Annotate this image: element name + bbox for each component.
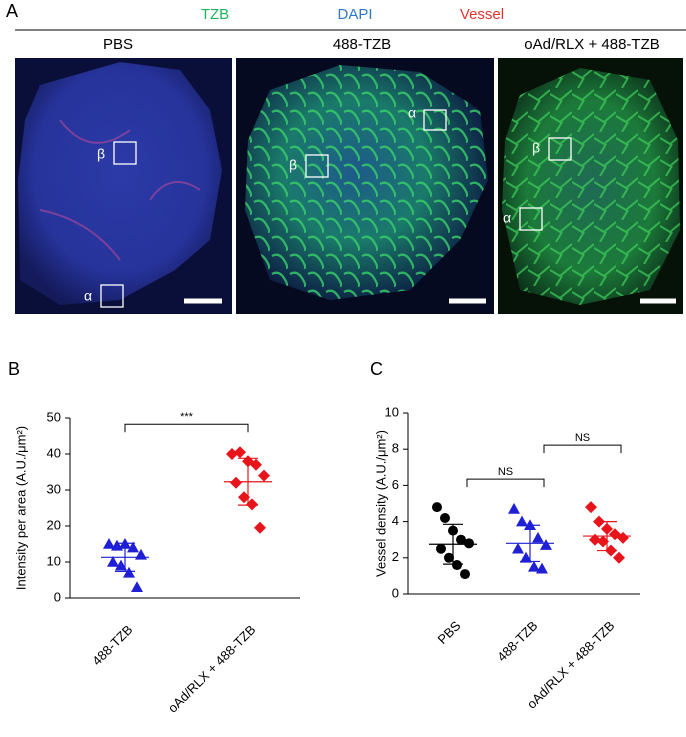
significance-bracket xyxy=(466,478,545,488)
image-title: PBS xyxy=(103,36,133,53)
y-tick-label: 6 xyxy=(392,477,399,492)
region-label: α xyxy=(408,105,416,121)
data-point xyxy=(238,491,250,504)
legend-entry: Vessel xyxy=(460,6,504,23)
data-point xyxy=(258,469,270,482)
panel-label: A xyxy=(6,1,18,21)
data-point xyxy=(520,551,532,563)
micrograph: α β xyxy=(236,58,494,314)
data-point xyxy=(230,476,242,489)
y-tick-label: 10 xyxy=(47,553,61,568)
image-title: oAd/RLX + 488-TZB xyxy=(524,36,659,53)
y-tick-label: 2 xyxy=(392,549,399,564)
data-point xyxy=(528,560,540,572)
region-label: β xyxy=(289,157,297,173)
data-point xyxy=(508,502,520,514)
panel-label: C xyxy=(370,359,383,379)
legend-entry: TZB xyxy=(201,6,229,23)
data-point xyxy=(432,502,442,513)
data-point xyxy=(254,521,266,534)
data-point xyxy=(589,533,601,546)
x-tick-label: oAd/RLX + 488-TZB xyxy=(165,622,259,716)
image-title: 488-TZB xyxy=(333,36,391,53)
data-point xyxy=(131,581,143,592)
y-tick-label: 0 xyxy=(54,589,61,604)
significance-label: NS xyxy=(498,466,513,478)
region-label: α xyxy=(503,210,511,226)
data-point xyxy=(123,566,135,578)
panel-label: B xyxy=(8,359,20,379)
data-point xyxy=(464,538,474,549)
data-point xyxy=(115,559,127,571)
data-point xyxy=(613,551,625,564)
region-label: β xyxy=(532,140,540,156)
x-tick-label: PBS xyxy=(435,618,464,647)
data-point xyxy=(516,515,528,527)
region-label: α xyxy=(84,288,92,304)
legend-entry: DAPI xyxy=(337,6,372,23)
data-point xyxy=(250,458,262,471)
data-point xyxy=(536,562,548,574)
x-tick-label: 488-TZB xyxy=(494,618,540,664)
data-point xyxy=(585,501,597,514)
micrograph: β α xyxy=(498,58,683,314)
data-point xyxy=(440,512,450,523)
y-tick-label: 0 xyxy=(392,585,399,600)
data-point xyxy=(444,552,454,563)
y-axis-label: Vessel density (A.U./μm²) xyxy=(373,430,388,577)
data-point xyxy=(532,531,544,543)
y-axis-label: Intensity per area (A.U./μm²) xyxy=(13,426,28,590)
data-point xyxy=(107,556,119,567)
data-point xyxy=(246,498,258,511)
y-tick-label: 40 xyxy=(47,445,61,460)
data-point xyxy=(540,539,552,550)
y-tick-label: 30 xyxy=(47,481,61,496)
micrograph: β α xyxy=(15,58,232,314)
data-point xyxy=(103,538,115,549)
significance-bracket xyxy=(124,423,249,433)
significance-label: NS xyxy=(575,432,590,444)
y-tick-label: 4 xyxy=(392,513,399,528)
data-point xyxy=(226,448,238,460)
y-tick-label: 8 xyxy=(392,441,399,456)
significance-label: *** xyxy=(180,411,194,423)
x-tick-label: oAd/RLX + 488-TZB xyxy=(524,618,618,712)
region-label: β xyxy=(97,146,105,162)
significance-bracket xyxy=(543,444,622,454)
data-point xyxy=(234,446,246,459)
y-tick-label: 50 xyxy=(47,409,61,424)
data-point xyxy=(460,569,470,580)
data-point xyxy=(456,534,466,545)
data-point xyxy=(452,560,462,571)
data-point xyxy=(436,543,446,554)
x-tick-label: 488-TZB xyxy=(89,622,135,668)
data-point xyxy=(597,535,609,548)
y-tick-label: 20 xyxy=(47,517,61,532)
data-point xyxy=(127,541,139,553)
y-tick-label: 10 xyxy=(385,404,399,419)
data-point xyxy=(512,542,524,554)
data-point xyxy=(617,531,629,544)
